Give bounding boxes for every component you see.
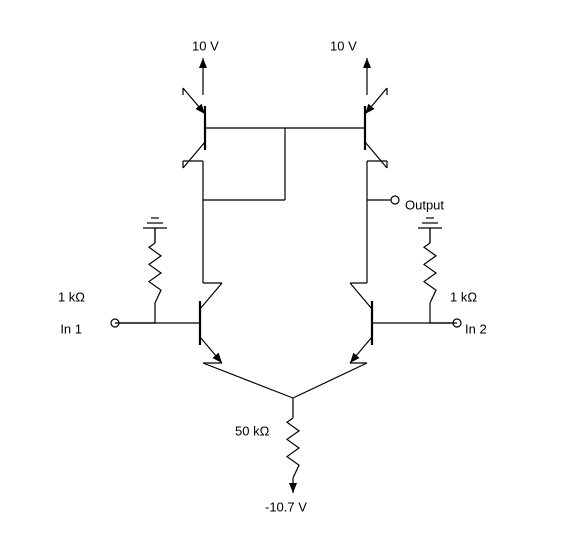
label-vee: -10.7 V xyxy=(265,499,307,514)
label-output: Output xyxy=(405,197,444,212)
label-in1: In 1 xyxy=(60,321,82,336)
label-r_left: 1 kΩ xyxy=(58,289,85,304)
label-r_tail: 50 kΩ xyxy=(235,423,270,438)
label-vcc_right: 10 V xyxy=(330,38,357,53)
label-in2: In 2 xyxy=(465,321,487,336)
label-r_right: 1 kΩ xyxy=(450,289,477,304)
label-vcc_left: 10 V xyxy=(192,38,219,53)
